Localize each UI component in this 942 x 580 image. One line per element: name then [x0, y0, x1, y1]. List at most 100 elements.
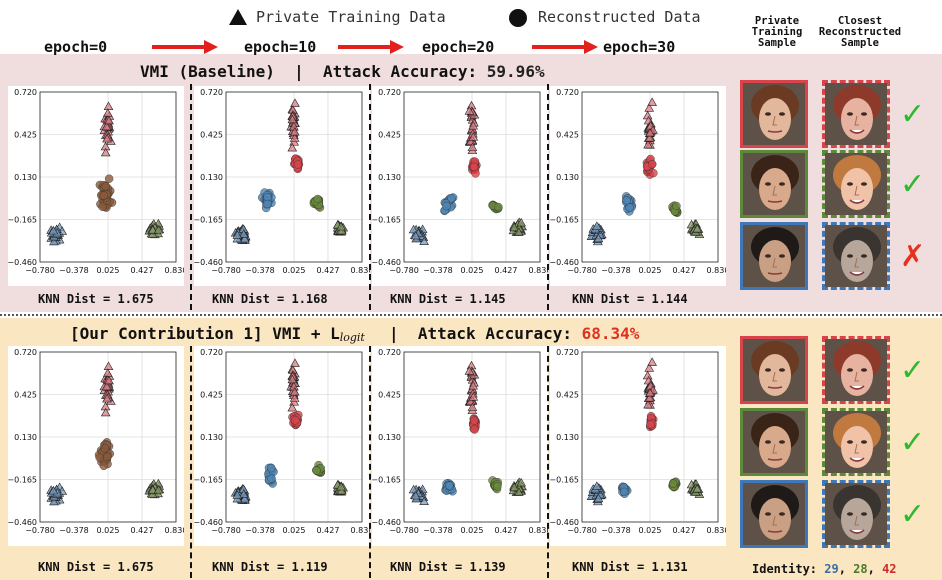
y-tick-label: 0.720 — [200, 88, 223, 97]
private-point — [232, 490, 243, 499]
identity-id-29: 29 — [824, 562, 839, 576]
x-tick-label: −0.780 — [211, 526, 241, 535]
reconstructed-point — [99, 191, 109, 200]
x-tick-label: 0.830 — [165, 526, 184, 535]
private-point — [101, 121, 112, 131]
private-sample-face-image — [740, 480, 808, 548]
axes-frame — [403, 91, 541, 263]
private-point — [290, 98, 300, 107]
private-point — [644, 133, 655, 142]
private-point — [467, 142, 478, 151]
private-point — [102, 368, 113, 377]
scatter-plot: −0.780 −0.378 0.025 0.427 0.830 0.720 0.425 0.1… — [549, 86, 729, 286]
epoch-label-20: epoch=20 — [422, 38, 495, 56]
private-point — [514, 487, 524, 496]
private-point — [643, 399, 653, 409]
reconstructed-sample-face-image — [822, 150, 890, 218]
private-point — [153, 225, 164, 234]
private-point — [647, 97, 657, 106]
private-point — [232, 230, 243, 239]
x-tick-label: 0.830 — [707, 266, 726, 275]
x-tick-label: 0.427 — [317, 526, 340, 535]
panel-separator — [547, 84, 549, 310]
y-tick-label: −0.165 — [8, 476, 37, 485]
arrow-icon — [336, 38, 406, 60]
y-tick-label: 0.130 — [200, 173, 223, 182]
axes-frame — [581, 351, 719, 523]
scatter-plot: −0.780 −0.378 0.025 0.427 0.830 0.720 0.425 0.1… — [549, 346, 729, 546]
y-tick-label: 0.720 — [14, 88, 37, 97]
arrow-icon — [530, 38, 600, 60]
private-point — [48, 485, 59, 495]
scatter-plot: −0.780 −0.378 0.025 0.427 0.830 0.720 0.425 0.1… — [371, 346, 551, 546]
panel-separator — [190, 84, 192, 310]
private-point — [48, 225, 59, 235]
reconstructed-point — [619, 487, 629, 497]
private-point — [100, 407, 111, 417]
check-icon: ✓ — [900, 167, 926, 202]
x-tick-label: 0.830 — [529, 526, 548, 535]
y-tick-label: −0.460 — [550, 518, 579, 527]
reconstructed-sample-face-image — [822, 336, 890, 404]
private-point — [468, 392, 479, 401]
y-tick-label: −0.165 — [372, 216, 401, 225]
reconstructed-point — [447, 194, 456, 203]
scatter-plot: −0.780 −0.378 0.025 0.427 0.830 0.720 0.425 0.1… — [7, 86, 187, 286]
y-tick-label: 0.425 — [556, 131, 579, 140]
private-point — [100, 147, 111, 157]
private-point — [644, 363, 655, 372]
private-point — [464, 366, 475, 375]
epoch-label-10: epoch=10 — [244, 38, 317, 56]
private-point — [592, 221, 602, 230]
private-point — [290, 358, 300, 367]
y-tick-label: 0.720 — [378, 88, 401, 97]
cross-icon: ✗ — [900, 239, 926, 274]
x-tick-label: −0.780 — [389, 266, 419, 275]
x-tick-label: 0.830 — [707, 526, 726, 535]
reconstructed-point — [267, 474, 276, 483]
private-point — [104, 115, 114, 125]
y-tick-label: 0.425 — [14, 391, 37, 400]
x-tick-label: 0.427 — [673, 266, 696, 275]
x-tick-label: −0.378 — [423, 526, 453, 535]
private-point — [147, 229, 158, 238]
private-point — [289, 133, 300, 142]
check-icon: ✓ — [900, 97, 926, 132]
identity-id-42: 42 — [882, 562, 897, 576]
private-point — [287, 114, 298, 124]
x-tick-label: −0.780 — [25, 266, 55, 275]
x-tick-label: −0.378 — [59, 266, 89, 275]
baseline-title-prefix: VMI (Baseline) | Attack Accuracy: — [140, 62, 487, 81]
axes-frame — [225, 351, 363, 523]
y-tick-label: 0.130 — [556, 173, 579, 182]
reconstructed-point — [648, 159, 657, 169]
y-tick-label: −0.460 — [8, 258, 37, 267]
x-tick-label: −0.378 — [245, 526, 275, 535]
y-tick-label: −0.165 — [550, 216, 579, 225]
y-tick-label: −0.460 — [194, 258, 223, 267]
x-tick-label: −0.378 — [423, 266, 453, 275]
private-point — [645, 128, 655, 137]
private-point — [410, 230, 421, 240]
private-point — [336, 221, 346, 231]
check-icon: ✓ — [900, 353, 926, 388]
identity-id-28: 28 — [853, 562, 868, 576]
private-point — [468, 381, 478, 390]
private-point — [101, 381, 112, 391]
reconstructed-point — [102, 452, 112, 461]
x-tick-label: 0.025 — [283, 266, 306, 275]
baseline-accuracy: 59.96% — [486, 62, 545, 81]
x-tick-label: −0.378 — [601, 526, 631, 535]
arrow-icon — [150, 38, 220, 60]
y-tick-label: −0.165 — [8, 216, 37, 225]
y-tick-label: 0.130 — [14, 173, 37, 182]
x-tick-label: 0.025 — [639, 266, 662, 275]
legend-reconstructed-circle-icon — [508, 8, 528, 32]
knn-dist-label: KNN Dist = 1.131 — [572, 560, 688, 574]
x-tick-label: 0.025 — [97, 266, 120, 275]
x-tick-label: −0.378 — [245, 266, 275, 275]
reconstructed-point — [646, 420, 655, 429]
reconstructed-sample-face-image — [822, 408, 890, 476]
private-point — [289, 127, 300, 136]
y-tick-label: 0.130 — [200, 433, 223, 442]
